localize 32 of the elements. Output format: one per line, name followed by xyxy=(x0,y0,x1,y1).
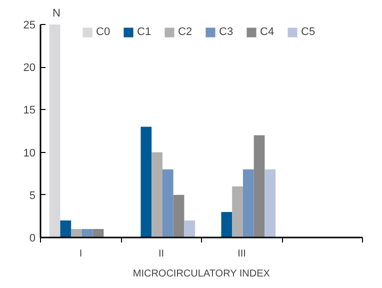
y-tick-label: 25 xyxy=(23,20,36,32)
bar xyxy=(49,24,60,238)
bar xyxy=(92,228,104,238)
bar xyxy=(242,169,254,238)
y-tick-label: 5 xyxy=(29,190,36,202)
bar xyxy=(232,186,243,238)
legend-label: C4 xyxy=(260,26,276,38)
bar xyxy=(173,194,184,238)
bar xyxy=(152,152,162,238)
bar xyxy=(162,169,174,238)
bar xyxy=(254,135,265,238)
legend-label: C2 xyxy=(178,26,194,38)
x-tick-label: II xyxy=(158,248,164,260)
bar xyxy=(264,169,276,238)
y-tick-label: 10 xyxy=(23,147,36,160)
x-tick-label: III xyxy=(238,248,246,260)
y-axis-title: N xyxy=(52,8,60,20)
x-tick-label: I xyxy=(79,248,82,260)
bar xyxy=(221,212,232,238)
bar xyxy=(60,220,72,238)
y-tick-label: 0 xyxy=(29,232,36,244)
bar xyxy=(184,220,196,238)
bar xyxy=(82,228,93,238)
x-axis-title: MICROCIRCULATORY INDEX xyxy=(132,268,270,280)
legend-label: C1 xyxy=(137,26,152,38)
legend-label: C3 xyxy=(219,26,234,38)
legend-label: C5 xyxy=(301,26,316,38)
bar xyxy=(71,228,82,238)
y-tick-label: 15 xyxy=(23,104,36,117)
y-tick-label: 20 xyxy=(23,62,36,74)
legend-label: C0 xyxy=(96,26,112,38)
bar xyxy=(140,126,152,238)
